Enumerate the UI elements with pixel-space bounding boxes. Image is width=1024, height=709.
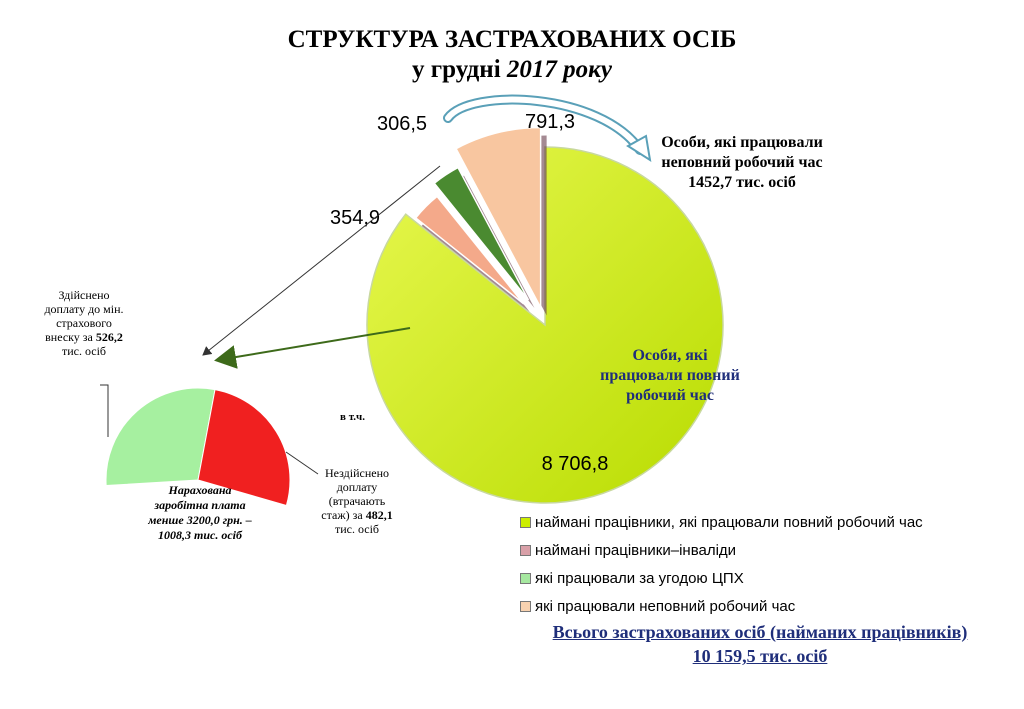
legend-item: наймані працівники–інваліди — [520, 536, 1000, 564]
unpaid-note-unit: тис. осіб — [334, 522, 380, 536]
slice-paid — [105, 387, 216, 487]
accrued-note-line4: 1008,3 тис. осіб — [158, 528, 242, 542]
part-time-note-line2: неповний робочий час — [661, 154, 823, 171]
accrued-note-line1: Нарахована — [168, 483, 232, 497]
legend-swatch — [520, 572, 531, 584]
label-part-time: 791,3 — [525, 111, 575, 133]
legend-swatch — [520, 516, 531, 528]
paid-leader-line — [100, 384, 109, 437]
main-pie — [366, 126, 724, 504]
label-civil-contract: 306,5 — [377, 113, 427, 135]
accrued-note: Нарахована заробітна плата менше 3200,0 … — [120, 483, 280, 543]
part-time-note-line3: 1452,7 тис. осіб — [688, 174, 796, 191]
total-line1: Всього застрахованих осіб (найманих прац… — [552, 622, 968, 642]
legend: наймані працівники, які працювали повний… — [520, 508, 1000, 620]
legend-label: наймані працівники, які працювали повний… — [535, 513, 923, 531]
label-full-time: 8 706,8 — [542, 453, 609, 475]
main-pie-labels: 8 706,8 354,9 306,5 791,3 — [330, 111, 608, 475]
paid-note-text: Здійснено доплату до мін. страхового вне… — [44, 288, 124, 344]
legend-swatch — [520, 544, 531, 556]
total-line2: 10 159,5 тис. осіб — [692, 646, 828, 666]
legend-swatch — [520, 600, 531, 612]
legend-item: наймані працівники, які працювали повний… — [520, 508, 1000, 536]
unpaid-leader-line — [285, 451, 319, 475]
part-time-note: Особи, які працювали неповний робочий ча… — [652, 133, 832, 193]
chart-title: СТРУКТУРА ЗАСТРАХОВАНИХ ОСІБ — [287, 26, 737, 53]
part-time-arrow-inner — [445, 96, 643, 153]
legend-label: наймані працівники–інваліди — [535, 541, 737, 559]
chart-subtitle: у грудні 2017 року — [0, 55, 1024, 84]
small-pie — [105, 387, 291, 507]
slice-disabled — [414, 195, 525, 305]
paid-note: Здійснено доплату до мін. страхового вне… — [44, 288, 124, 358]
subtitle-prefix: у грудні — [412, 56, 507, 83]
part-time-note-line1: Особи, які працювали — [661, 134, 823, 151]
paid-note-value: 526,2 — [95, 330, 123, 344]
incl-label: в т.ч. — [340, 411, 365, 423]
connector-arrow-black — [202, 165, 441, 356]
paid-note-unit: тис. осіб — [61, 344, 107, 358]
legend-label: які працювали неповний робочий час — [535, 597, 796, 615]
accrued-note-line3: менше 3200,0 грн. – — [148, 513, 252, 527]
slice-unpaid — [197, 389, 291, 507]
slice-civil-contract — [433, 166, 530, 301]
legend-item: які працювали за угодою ЦПХ — [520, 564, 1000, 592]
connector-arrow-green — [214, 327, 411, 369]
slice-part-time — [455, 126, 542, 308]
unpaid-note-text: Нездійснено доплату (втрачають стаж) за — [321, 466, 390, 522]
label-disabled: 354,9 — [330, 207, 380, 229]
unpaid-note-value: 482,1 — [365, 508, 393, 522]
unpaid-note: Нездійснено доплату (втрачають стаж) за … — [316, 466, 398, 536]
main-slice-label: Особи, які працювали повний робочий час — [600, 347, 740, 404]
legend-label: які працювали за угодою ЦПХ — [535, 569, 744, 587]
slice-full-time — [366, 146, 724, 504]
legend-item: які працювали неповний робочий час — [520, 592, 1000, 620]
subtitle-year: 2017 року — [506, 56, 612, 83]
part-time-arrow-head — [626, 134, 652, 163]
accrued-note-line2: заробітна плата — [154, 498, 246, 512]
